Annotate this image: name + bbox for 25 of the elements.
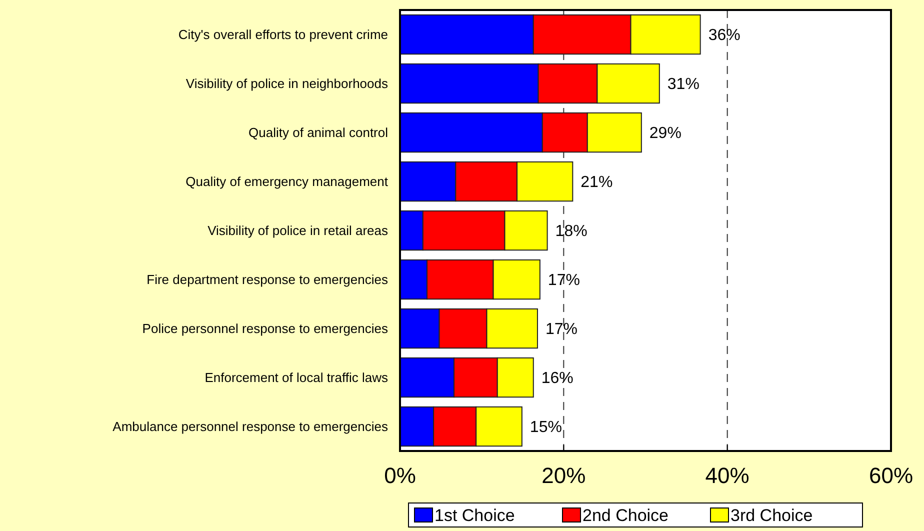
total-label: 16%: [541, 370, 574, 388]
total-label: 36%: [708, 27, 740, 44]
y-tick-label: Fire department response to emergencies: [146, 272, 388, 288]
y-tick-label: City's overall efforts to prevent crime: [178, 27, 388, 42]
legend-label: 3rd Choice: [730, 506, 813, 525]
total-label: 31%: [667, 76, 700, 94]
total-label: 21%: [580, 174, 613, 192]
total-label: 17%: [548, 272, 580, 290]
total-label: 18%: [555, 223, 588, 240]
total-label: 17%: [545, 321, 578, 338]
x-tick-label: 0%: [384, 463, 416, 488]
total-label: 15%: [530, 419, 562, 436]
y-tick-label: Quality of animal control: [248, 125, 388, 140]
x-tick-label: 20%: [542, 463, 586, 488]
legend-label: 2nd Choice: [582, 506, 669, 525]
x-tick-label: 60%: [868, 463, 914, 488]
y-tick-label: Police personnel response to emergencies: [142, 321, 388, 336]
y-tick-label: Quality of emergency management: [186, 174, 388, 190]
y-tick-label: Enforcement of local traffic laws: [204, 370, 388, 386]
total-label: 29%: [649, 125, 682, 142]
y-tick-label: Ambulance personnel response to emergencies: [112, 419, 388, 434]
legend-label: 1st Choice: [434, 506, 515, 525]
y-tick-label: Visibility of police in retail areas: [208, 223, 388, 238]
y-tick-label: Visibility of police in neighborhoods: [186, 76, 388, 92]
x-tick-label: 40%: [705, 463, 750, 488]
